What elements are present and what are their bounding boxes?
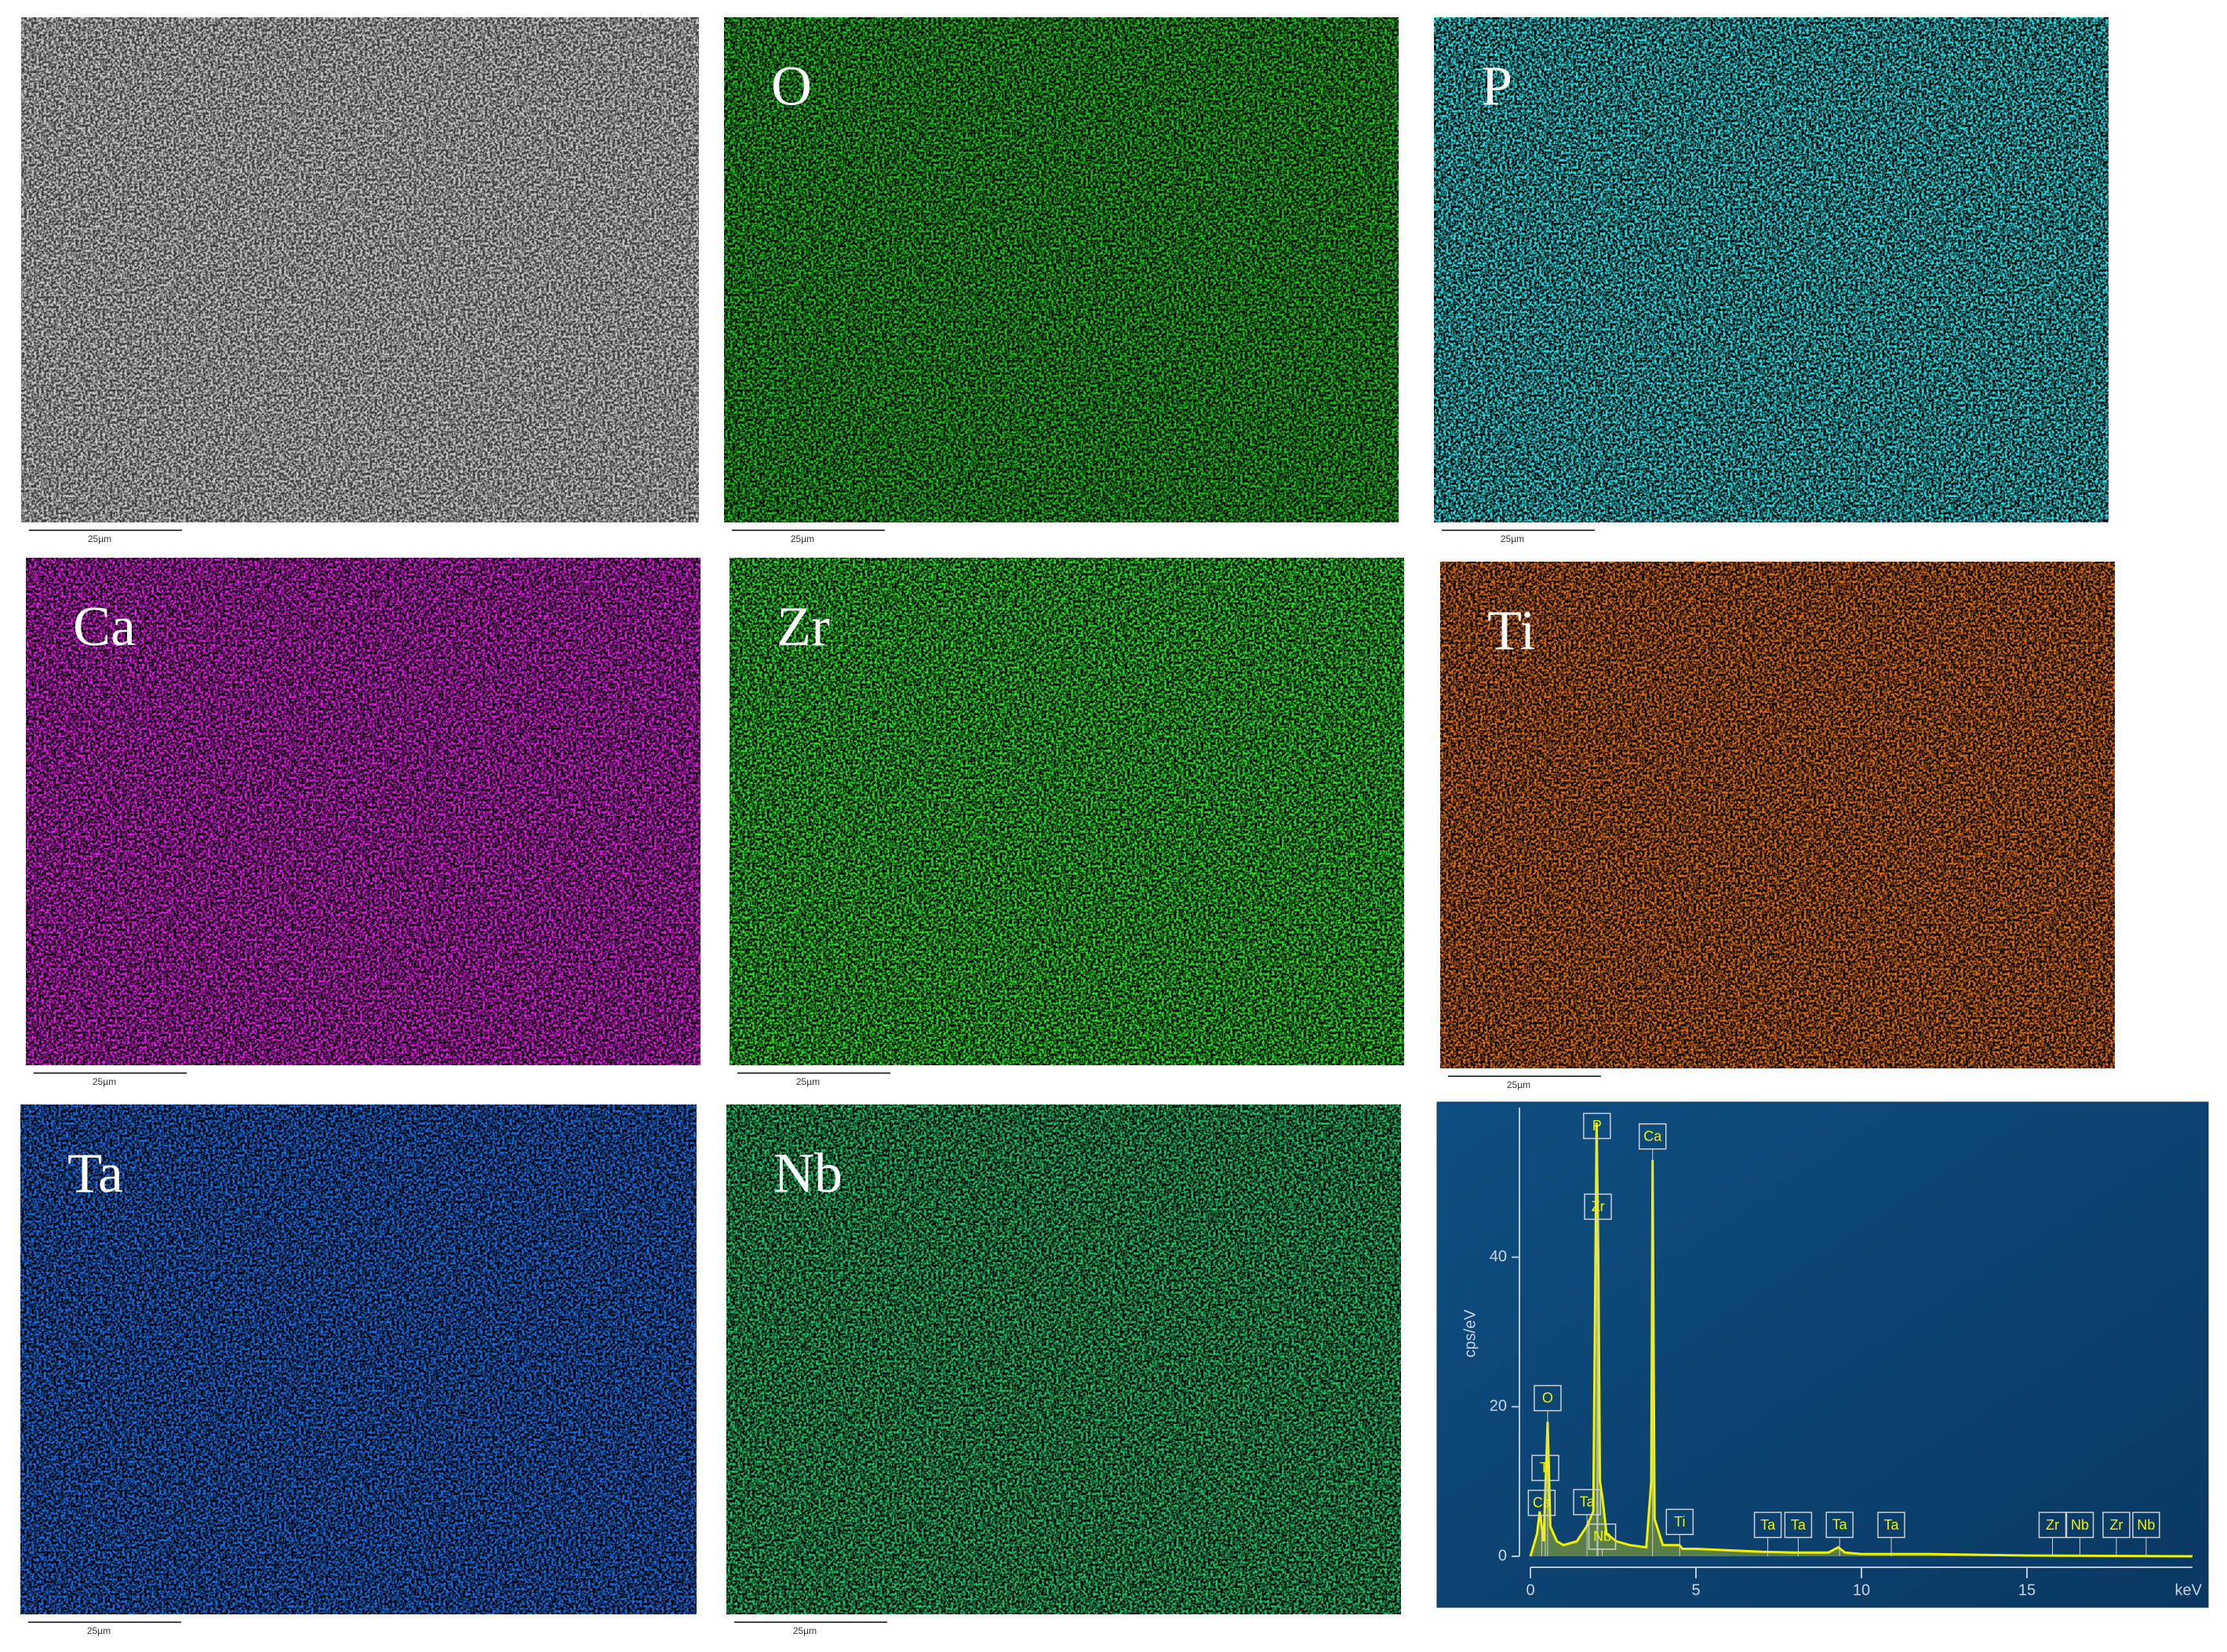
- scale-bar-label: 25µm: [88, 533, 111, 544]
- peak-label-box: [1584, 1193, 1612, 1221]
- peak-label-box: [1784, 1512, 1813, 1538]
- map-signal: [726, 1104, 1401, 1614]
- peak-label-box: [1638, 1123, 1667, 1150]
- peak-label: Nb: [2071, 1517, 2089, 1533]
- element-label: Ti: [1487, 599, 1535, 662]
- scale-bar-label: 25µm: [87, 1625, 111, 1636]
- scale-bar-label: 25µm: [1501, 533, 1524, 544]
- peak-label-box: [1527, 1490, 1556, 1516]
- scale-bar-label: 25µm: [791, 533, 814, 544]
- peak-label-box: [2065, 1512, 2094, 1538]
- peak-label-box: [1583, 1112, 1611, 1140]
- scale-bar-label: 25µm: [1507, 1079, 1530, 1090]
- map-signal: [21, 17, 699, 522]
- peak-label: O: [1542, 1390, 1553, 1406]
- element-label: Ta: [67, 1142, 123, 1205]
- y-axis-label: cps/eV: [1461, 1309, 1479, 1358]
- scale-bar-label: 25µm: [796, 1076, 820, 1087]
- x-tick-label: 10: [1853, 1581, 1870, 1599]
- x-unit-label: keV: [2175, 1581, 2203, 1599]
- element-label: Nb: [773, 1142, 842, 1205]
- peak-label-box: [1534, 1385, 1562, 1412]
- peak-label-box: [1825, 1512, 1854, 1538]
- peak-label: Ti: [1674, 1514, 1685, 1530]
- peak-label: Ta: [1791, 1517, 1807, 1533]
- peak-label: Ca: [1643, 1128, 1662, 1144]
- map-signal: [1440, 562, 2115, 1068]
- peak-label-box: [1531, 1454, 1559, 1482]
- peak-label: Zr: [2109, 1517, 2123, 1533]
- y-tick-label: 0: [1498, 1547, 1507, 1564]
- element-map: O 25µm: [724, 17, 1399, 544]
- element-map: 25µm: [21, 17, 699, 544]
- peak-label: Ca: [1533, 1495, 1552, 1511]
- scale-bar-label: 25µm: [793, 1625, 817, 1636]
- element-map: Nb 25µm: [726, 1104, 1401, 1636]
- element-label: O: [771, 55, 812, 118]
- scale-bar-label: 25µm: [93, 1076, 116, 1087]
- peak-label-box: [1877, 1512, 1905, 1538]
- map-signal: [20, 1104, 697, 1614]
- peak-label-box: [2132, 1512, 2160, 1538]
- map-signal: [724, 17, 1399, 522]
- peak-label: Nb: [1593, 1529, 1611, 1545]
- map-signal: [1434, 17, 2109, 522]
- spectrum-line: [1529, 1123, 2193, 1558]
- x-tick-label: 0: [1526, 1581, 1534, 1599]
- spectrum-panel: [1436, 1101, 2209, 1608]
- peak-label-box: [1665, 1508, 1694, 1535]
- element-map: Ca 25µm: [26, 558, 700, 1087]
- x-tick-label: 5: [1691, 1581, 1700, 1599]
- peak-label: Ta: [1760, 1517, 1776, 1533]
- peak-label: Ta: [1883, 1517, 1899, 1533]
- y-tick-label: 20: [1490, 1398, 1507, 1415]
- y-tick-label: 40: [1490, 1248, 1507, 1265]
- peak-label-box: [2038, 1512, 2067, 1538]
- element-map: P 25µm: [1434, 17, 2109, 544]
- peak-label: Ta: [1832, 1517, 1848, 1533]
- peak-label: Zr: [1592, 1199, 1605, 1214]
- element-map: Zr 25µm: [730, 558, 1404, 1087]
- element-label: Zr: [777, 595, 830, 658]
- peak-label: P: [1592, 1118, 1602, 1133]
- peak-label: Ti: [1540, 1460, 1551, 1476]
- peak-label-box: [1588, 1523, 1617, 1550]
- element-label: Ca: [73, 595, 136, 658]
- element-map: Ti 25µm: [1440, 562, 2115, 1090]
- peak-label: Ta: [1580, 1494, 1596, 1510]
- peak-label-box: [1753, 1512, 1782, 1538]
- map-signal: [730, 558, 1404, 1065]
- peak-label-box: [2102, 1512, 2131, 1538]
- peak-label: Nb: [2137, 1517, 2155, 1533]
- element-label: P: [1481, 55, 1512, 118]
- x-tick-label: 15: [2018, 1581, 2036, 1599]
- peak-label-box: [1573, 1489, 1601, 1516]
- element-map: Ta 25µm: [20, 1104, 697, 1636]
- peak-label: Zr: [2046, 1517, 2059, 1533]
- map-signal: [26, 558, 700, 1065]
